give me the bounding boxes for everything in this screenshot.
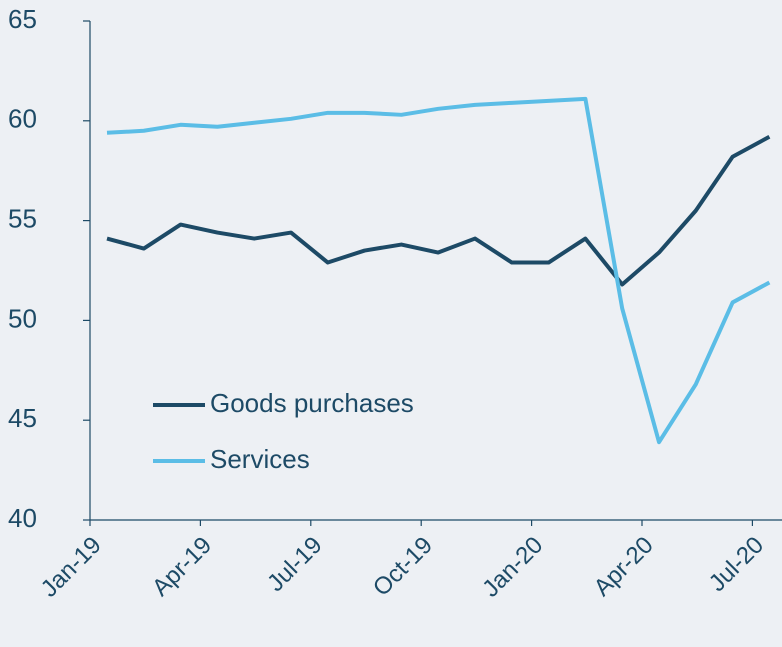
x-tick-label: Apr-20 — [589, 532, 659, 602]
y-tick-label: 60 — [8, 104, 37, 134]
x-tick-label: Apr-19 — [147, 532, 217, 602]
y-tick-label: 55 — [8, 203, 37, 233]
x-tick-label: Jan-19 — [36, 532, 107, 603]
x-tick-label: Jan-20 — [477, 532, 548, 603]
y-tick-label: 40 — [8, 503, 37, 533]
y-tick-label: 65 — [8, 4, 37, 34]
x-tick-label: Jul-19 — [262, 532, 327, 597]
legend-label: Services — [210, 444, 310, 474]
series-line — [106, 96, 771, 445]
x-tick-label: Oct-19 — [368, 532, 438, 602]
x-tick-label: Jul-20 — [704, 532, 769, 597]
legend-label: Goods purchases — [210, 388, 414, 418]
series-line — [106, 135, 771, 287]
y-tick-label: 50 — [8, 303, 37, 333]
y-tick-label: 45 — [8, 403, 37, 433]
